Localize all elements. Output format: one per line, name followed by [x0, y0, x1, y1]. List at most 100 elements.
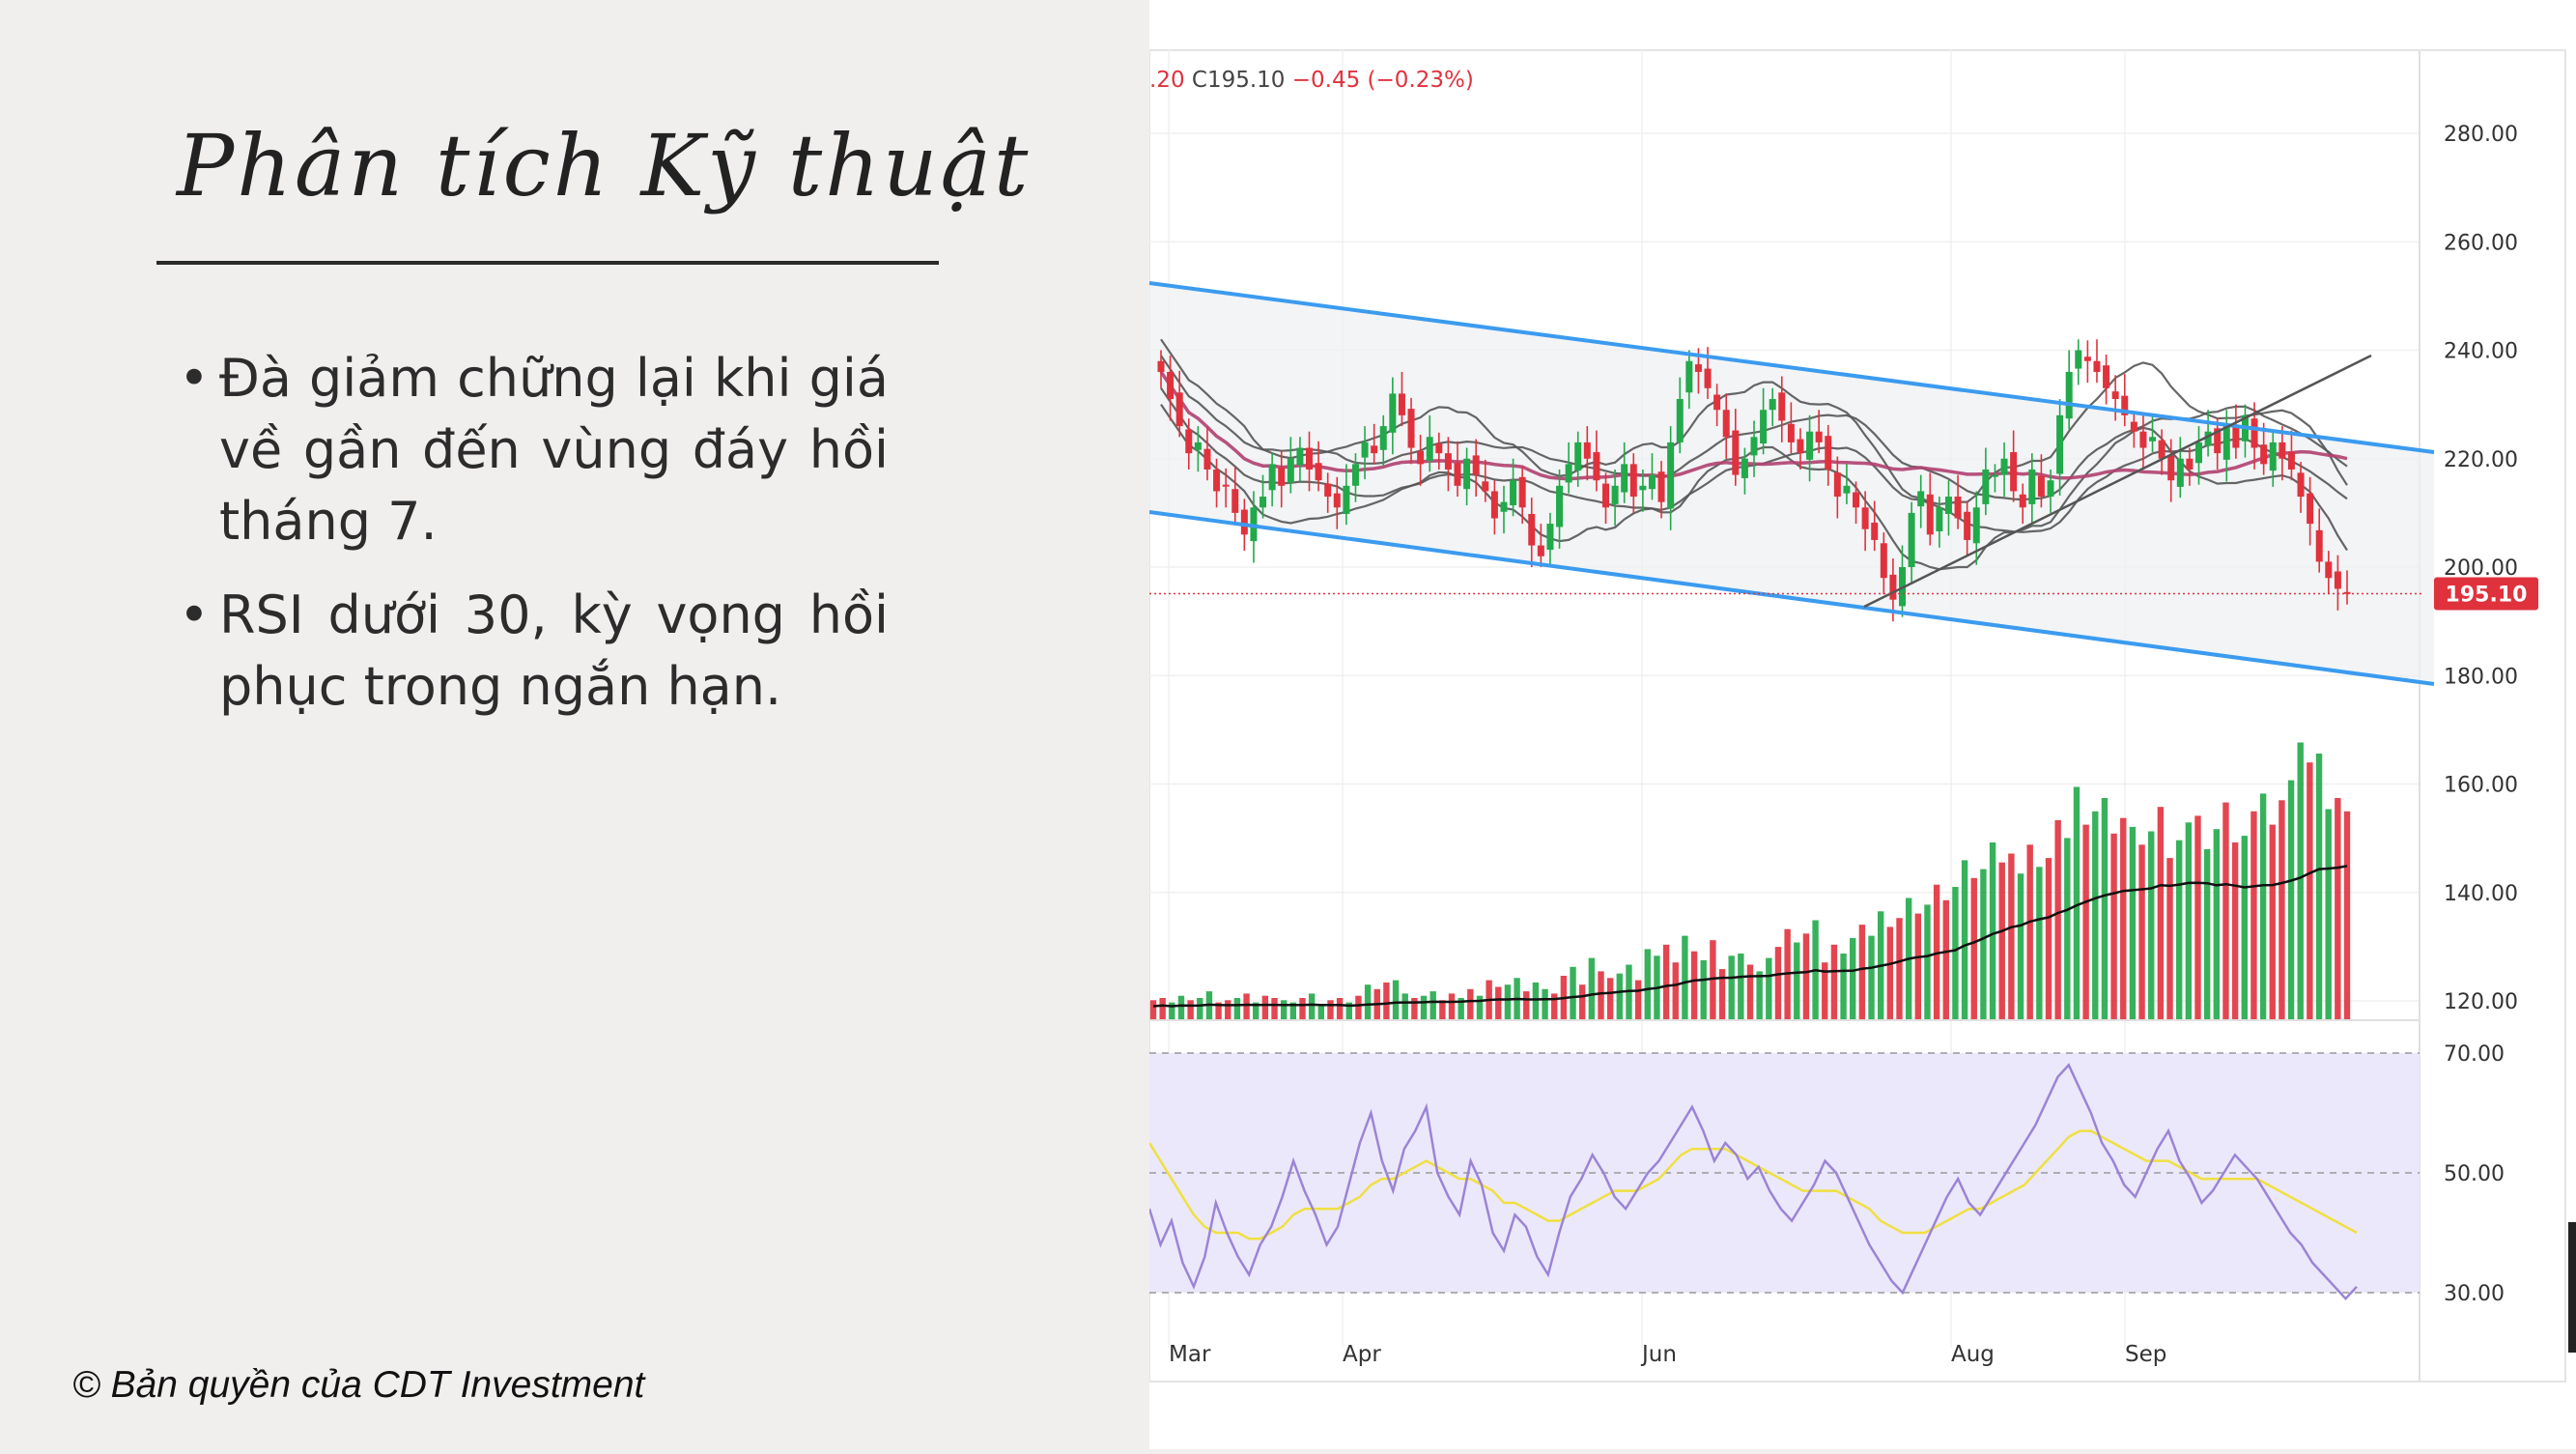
candle-body	[2121, 395, 2129, 415]
volume-bar	[1542, 988, 1548, 1020]
price-tick-label: 240.00	[2444, 340, 2518, 364]
candle-body	[2232, 426, 2240, 448]
price-tick-label: 200.00	[2444, 556, 2518, 581]
bullet-item: • RSI dưới 30, kỳ vọng hồi phục trong ngắ…	[179, 580, 889, 723]
candle-body	[1880, 543, 1887, 579]
volume-bar	[1243, 993, 1250, 1020]
price-tick-label: 160.00	[2444, 774, 2518, 798]
volume-bar	[1766, 957, 1772, 1020]
candle-body	[1417, 450, 1425, 465]
candle-body	[1741, 458, 1748, 478]
volume-bar	[2287, 780, 2295, 1020]
candle-body	[1398, 393, 1405, 415]
time-axis-label: Sep	[2125, 1342, 2166, 1367]
scrollbar[interactable]	[2568, 1222, 2576, 1353]
bullet-glyph: •	[179, 584, 210, 645]
volume-bar	[2269, 824, 2276, 1020]
candle-body	[1185, 429, 1193, 454]
channel-lower-line	[1148, 510, 2435, 686]
volume-bar	[1411, 998, 1418, 1020]
volume-bar	[1289, 1002, 1297, 1020]
candle-body	[2260, 444, 2268, 465]
volume-bar	[2231, 842, 2239, 1020]
candle-body	[1621, 464, 1628, 493]
candle-body	[1954, 497, 1962, 519]
candle-body	[1167, 371, 1175, 400]
volume-bar	[1690, 951, 1698, 1020]
volume-bar	[2213, 829, 2221, 1020]
volume-bar	[1952, 887, 1959, 1020]
candle-body	[1639, 485, 1647, 491]
volume-bar	[1392, 980, 1400, 1020]
channel-fill	[1149, 283, 2434, 684]
candle-body	[2269, 442, 2277, 471]
bullet-text: Đà giảm chững lại khi giá về gần đến vùn…	[219, 348, 889, 552]
candle-body	[1833, 472, 1841, 498]
volume-bar	[1710, 940, 1716, 1020]
volume-bar	[2203, 848, 2211, 1020]
candle-body	[1685, 360, 1693, 393]
candle-body	[1583, 442, 1591, 459]
volume-bar	[1578, 984, 1586, 1020]
volume-bar	[1299, 998, 1306, 1020]
volume-bar	[2259, 793, 2267, 1020]
moving-average-line	[1160, 338, 2348, 506]
candle-body	[1769, 399, 1776, 411]
volume-bar	[1644, 949, 1651, 1020]
volume-bar	[1448, 993, 1456, 1020]
volume-bar	[1924, 904, 1931, 1020]
candle-body	[1760, 410, 1768, 444]
volume-bar	[2110, 833, 2117, 1020]
candle-body	[1750, 437, 1758, 456]
candle-body	[2083, 356, 2091, 361]
candle-body	[1482, 481, 1489, 492]
candle-body	[1287, 458, 1294, 483]
volume-bar	[2175, 840, 2183, 1020]
candle-body	[1991, 474, 1998, 477]
rsi-tick-label: 50.00	[2444, 1162, 2505, 1186]
volume-bar	[1672, 962, 1679, 1020]
ohlc-close-value: 195.10	[1206, 68, 1286, 93]
candle-body	[1629, 464, 1637, 498]
candle-body	[1389, 393, 1397, 433]
trend-line	[1863, 354, 2372, 609]
volume-bar	[2017, 873, 2024, 1020]
volume-bar	[2250, 811, 2257, 1020]
candle-body	[1908, 512, 1915, 567]
slide-title: Phân tích Kỹ thuật	[177, 116, 1032, 215]
volume-bar	[1458, 998, 1464, 1020]
candle-body	[2176, 458, 2184, 487]
volume-bar	[2279, 800, 2285, 1020]
candle-body	[1676, 399, 1684, 442]
candle-body	[1157, 360, 1165, 372]
candle-body	[1537, 545, 1544, 556]
channel-upper-line	[1148, 281, 2435, 454]
volume-bar	[1308, 993, 1316, 1020]
candle-body	[1806, 431, 1814, 460]
candle-body	[1175, 392, 1183, 427]
volume-bar	[2064, 838, 2071, 1020]
volume-bar	[1784, 928, 1791, 1020]
volume-bar	[1746, 964, 1754, 1020]
candle-body	[2103, 365, 2110, 388]
candle-body	[1231, 489, 1239, 513]
volume-bar	[1551, 993, 1558, 1020]
candle-body	[2214, 428, 2222, 454]
volume-bar	[2222, 802, 2229, 1020]
volume-bar	[1961, 860, 1968, 1020]
candle-body	[2056, 414, 2064, 474]
price-tick-label: 220.00	[2444, 448, 2518, 472]
candle-body	[1361, 442, 1369, 458]
candle-body	[1296, 447, 1304, 466]
chart-screenshot: 195.10 280.00 260.00 240.00 220.00 200.00 180.…	[1147, 0, 2576, 1449]
ohlc-open-fragment: .20	[1149, 68, 1185, 93]
volume-bar	[1364, 984, 1372, 1020]
price-tick-label: 280.00	[2444, 123, 2518, 147]
candle-body	[1518, 476, 1526, 508]
candle-body	[1490, 491, 1498, 519]
candle-body	[2222, 426, 2230, 460]
candle-body	[1500, 501, 1508, 512]
volume-bar	[1345, 1002, 1352, 1020]
candle-body	[2130, 421, 2137, 432]
ohlc-readout: .20 C195.10 −0.45 (−0.23%)	[1149, 68, 1474, 93]
